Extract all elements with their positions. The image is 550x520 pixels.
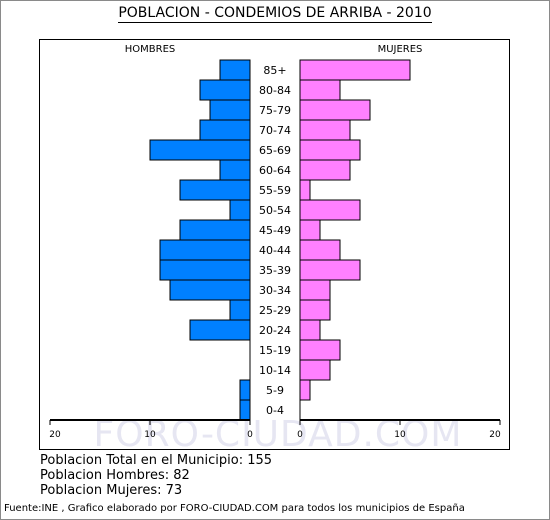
tick-label-right-20: 20 [489,430,501,440]
bar-mujeres-65-69 [299,139,361,161]
age-label-70-74: 70-74 [259,124,291,137]
bar-mujeres-15-19 [299,339,341,361]
age-label-40-44: 40-44 [259,244,291,257]
age-label-10-14: 10-14 [259,364,291,377]
bar-mujeres-20-24 [299,319,321,341]
age-label-30-34: 30-34 [259,284,291,297]
age-label-0-4: 0-4 [266,404,284,417]
summary-mujeres: Poblacion Mujeres: 73 [40,483,183,498]
tick-label-left-20: 20 [49,430,61,440]
bar-hombres-30-34 [169,279,251,301]
bar-hombres-45-49 [179,219,251,241]
age-label-80-84: 80-84 [259,84,291,97]
bar-hombres-40-44 [159,239,251,261]
bar-mujeres-75-79 [299,99,371,121]
age-label-85+: 85+ [263,64,286,77]
age-label-25-29: 25-29 [259,304,291,317]
age-label-50-54: 50-54 [259,204,291,217]
bar-hombres-70-74 [199,119,251,141]
summary-total: Poblacion Total en el Municipio: 155 [40,453,273,468]
bar-mujeres-80-84 [299,79,341,101]
age-label-60-64: 60-64 [259,164,291,177]
bar-hombres-75-79 [209,99,251,121]
bar-mujeres-55-59 [299,179,311,201]
age-label-35-39: 35-39 [259,264,291,277]
tick-label-left-10: 10 [144,430,156,440]
bar-hombres-50-54 [229,199,251,221]
bar-mujeres-10-14 [299,359,331,381]
bar-mujeres-50-54 [299,199,361,221]
age-label-75-79: 75-79 [259,104,291,117]
age-label-20-24: 20-24 [259,324,291,337]
hombres-header: HOMBRES [125,44,176,55]
age-label-55-59: 55-59 [259,184,291,197]
bar-mujeres-70-74 [299,119,351,141]
bar-mujeres-45-49 [299,219,321,241]
bar-mujeres-5-9 [299,379,311,401]
bar-hombres-60-64 [219,159,251,181]
plot-area-border [39,39,510,450]
bar-hombres-0-4 [239,399,251,421]
age-label-15-19: 15-19 [259,344,291,357]
bar-hombres-25-29 [229,299,251,321]
age-label-45-49: 45-49 [259,224,291,237]
bar-mujeres-35-39 [299,259,361,281]
tick-label-left-0: 0 [247,430,253,440]
source-footer: Fuente:INE , Grafico elaborado por FORO-… [4,503,465,514]
tick-label-right-0: 0 [297,430,303,440]
bar-hombres-35-39 [159,259,251,281]
tick-label-right-10: 10 [394,430,406,440]
summary-hombres: Poblacion Hombres: 82 [40,468,190,483]
age-label-5-9: 5-9 [266,384,284,397]
bar-hombres-5-9 [239,379,251,401]
bar-mujeres-85+ [299,59,411,81]
bar-hombres-80-84 [199,79,251,101]
mujeres-header: MUJERES [378,44,423,55]
chart-title-text: POBLACION - CONDEMIOS DE ARRIBA - 2010 [118,5,432,23]
bar-mujeres-25-29 [299,299,331,321]
age-label-65-69: 65-69 [259,144,291,157]
bar-hombres-55-59 [179,179,251,201]
bar-hombres-65-69 [149,139,251,161]
bar-mujeres-40-44 [299,239,341,261]
chart-title: POBLACION - CONDEMIOS DE ARRIBA - 2010 [0,5,550,23]
bar-mujeres-30-34 [299,279,331,301]
bar-hombres-85+ [219,59,251,81]
bar-mujeres-60-64 [299,159,351,181]
bar-hombres-20-24 [189,319,251,341]
